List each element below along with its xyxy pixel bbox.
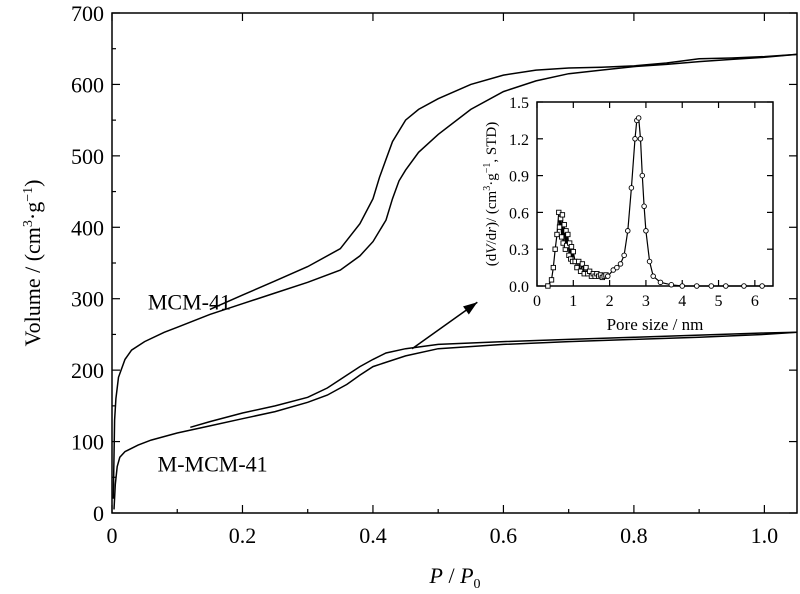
main-x-tick-label: 0.6 xyxy=(490,523,518,548)
main-y-tick-label: 100 xyxy=(71,430,104,455)
psd-point-circle xyxy=(641,203,647,210)
inset-y-tick-label: 0.0 xyxy=(509,279,529,296)
main-x-axis-label: P / P0 xyxy=(428,563,480,592)
psd-point-circle xyxy=(637,136,644,142)
psd-point-square xyxy=(548,277,555,283)
psd-point-square xyxy=(552,246,558,252)
psd-point-circle xyxy=(610,267,616,273)
psd-point-circle xyxy=(614,264,620,271)
main-x-tick-label: 0 xyxy=(107,523,118,548)
annotation-mcm41: MCM-41 xyxy=(148,289,231,314)
inset-plot-frame xyxy=(536,101,774,287)
psd-point-circle xyxy=(668,282,675,288)
psd-point-square xyxy=(550,264,556,271)
psd-point-circle xyxy=(650,273,656,279)
isotherm-series-0 xyxy=(112,53,798,499)
isotherm-series-3 xyxy=(190,331,798,429)
psd-point-circle xyxy=(635,115,642,121)
psd-point-circle xyxy=(632,136,638,142)
main-chart: 0 0.2 0.4 0.6 0.8 1.0 0 100 200 300 400 500 600 700 M… xyxy=(20,1,798,592)
psd-point-square xyxy=(554,231,560,238)
psd-point-circle xyxy=(759,283,765,289)
inset-curves xyxy=(545,115,765,289)
psd-point-square xyxy=(574,264,580,271)
inset-y-tick-label: 1.5 xyxy=(509,95,529,112)
main-y-tick-label: 200 xyxy=(71,358,104,383)
psd-point-square xyxy=(559,234,565,240)
inset-y-tick-label: 0.3 xyxy=(509,242,529,259)
psd-point-square xyxy=(556,224,563,230)
inset-x-tick-label: 2 xyxy=(606,293,614,310)
inset-ticks xyxy=(536,101,773,287)
main-y-tick-label: 600 xyxy=(71,72,104,97)
main-curves xyxy=(112,53,798,510)
annotation-m-mcm41: M-MCM-41 xyxy=(158,452,268,477)
psd-point-square xyxy=(565,231,571,238)
main-x-tick-label: 0.2 xyxy=(229,523,257,548)
inset-y-axis-label: (dV/dr)/ (cm3·g−1, STD) xyxy=(482,122,500,266)
psd-point-circle xyxy=(708,283,715,289)
psd-point-circle xyxy=(625,228,631,234)
psd-point-circle xyxy=(621,252,627,259)
psd-point-circle xyxy=(643,228,649,234)
psd-point-square xyxy=(568,244,575,250)
psd-point-circle xyxy=(741,283,747,289)
main-x-tick-label: 0.4 xyxy=(359,523,387,548)
inset-x-tick-label: 0 xyxy=(533,293,541,310)
inset-background xyxy=(537,102,773,286)
inset-x-tick-label: 6 xyxy=(751,293,759,310)
inset-y-tick-label: 0.6 xyxy=(509,205,529,222)
psd-point-circle xyxy=(723,283,729,289)
inset-y-tick-label: 1.2 xyxy=(509,132,529,149)
inset-chart: 0 1 2 3 4 5 6 0.0 0.3 0.6 0.9 1.2 1.5 Pore size / nm… xyxy=(482,95,774,334)
inset-x-tick-label: 1 xyxy=(569,293,577,310)
psd-point-square xyxy=(545,283,551,289)
main-x-tick-label: 0.8 xyxy=(620,523,648,548)
inset-y-tick-label: 0.9 xyxy=(509,169,529,186)
inset-x-tick-label: 3 xyxy=(642,293,650,310)
main-y-axis-label: Volume / (cm3·g−1) xyxy=(20,180,45,347)
psd-point-square xyxy=(559,212,566,218)
psd-point-circle xyxy=(628,185,635,191)
psd-point-square xyxy=(583,264,589,271)
psd-point-circle xyxy=(617,261,624,267)
main-y-tick-label: 300 xyxy=(71,287,104,312)
psd-point-circle xyxy=(657,279,664,286)
inset-x-tick-label: 4 xyxy=(678,293,686,310)
main-x-tick-label: 1.0 xyxy=(751,523,779,548)
psd-point-circle xyxy=(646,258,653,265)
isotherm-series-2 xyxy=(113,331,798,510)
main-y-tick-label: 0 xyxy=(93,501,104,526)
psd-point-circle xyxy=(679,283,685,289)
main-y-tick-label: 700 xyxy=(71,1,104,26)
psd-point-circle xyxy=(694,283,700,289)
psd-point-square xyxy=(570,249,576,255)
psd-point-circle xyxy=(605,273,611,279)
psd-point-square xyxy=(579,261,586,267)
inset-arrow-head xyxy=(463,302,478,315)
inset-x-tick-label: 5 xyxy=(715,293,723,310)
main-y-tick-label: 500 xyxy=(71,144,104,169)
inset-tick-labels: 0 1 2 3 4 5 6 0.0 0.3 0.6 0.9 1.2 1.5 xyxy=(509,95,759,310)
main-tick-labels: 0 0.2 0.4 0.6 0.8 1.0 0 100 200 300 400 500 600 700 xyxy=(71,1,778,548)
psd-point-circle xyxy=(639,172,646,179)
psd-point-square xyxy=(561,222,567,228)
main-y-tick-label: 400 xyxy=(71,215,104,240)
inset-x-axis-label: Pore size / nm xyxy=(607,315,704,334)
main-ticks xyxy=(111,12,797,514)
isotherm-series-1 xyxy=(209,53,798,311)
